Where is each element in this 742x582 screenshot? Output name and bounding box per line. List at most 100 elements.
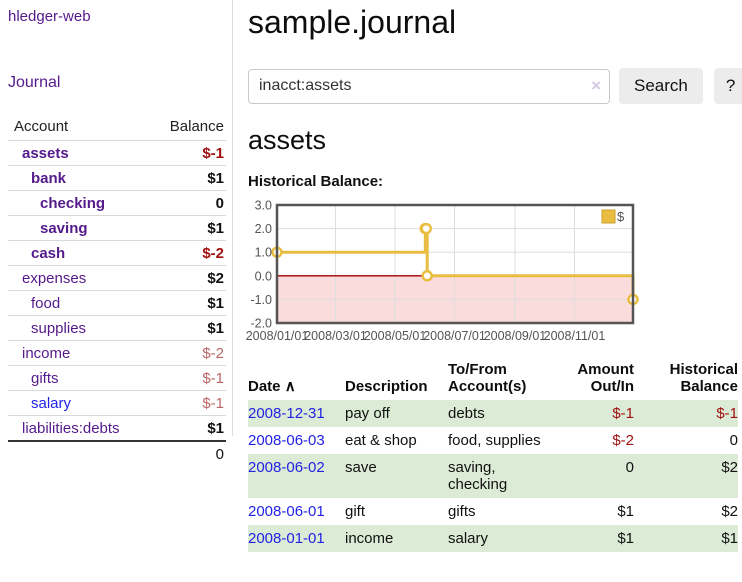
x-tick-label: 2008/01/01 [246, 329, 309, 343]
sidebar-account-link[interactable]: supplies [31, 319, 87, 337]
sidebar-account-link[interactable]: checking [40, 194, 106, 212]
sidebar-account-link[interactable]: assets [22, 144, 69, 162]
brand: hledger-web [8, 8, 228, 26]
transaction-balance: $2 [721, 459, 738, 476]
transaction-amount: $-2 [612, 432, 634, 449]
main-content: sample.journal × Search ? assets Histori… [233, 0, 742, 582]
y-tick-label: 0.0 [255, 269, 272, 283]
account-row: saving $1 [8, 215, 226, 241]
account-row: salary $-1 [8, 390, 226, 416]
search-input[interactable] [248, 68, 610, 104]
x-tick-label: 2008/03/01 [304, 329, 367, 343]
search-button[interactable]: Search [619, 68, 703, 104]
sort-ascending-icon: ∧ [284, 378, 296, 395]
sidebar-account-link[interactable]: bank [31, 169, 67, 187]
transaction-date-link[interactable]: 2008-06-03 [248, 432, 325, 449]
x-tick-label: 2008/07/01 [423, 329, 486, 343]
account-balance: $1 [207, 294, 224, 312]
y-tick-label: -1.0 [250, 293, 272, 307]
data-point-marker [420, 222, 432, 235]
register-header-row: Date ∧ Description To/From Account(s) Am… [248, 358, 738, 400]
transaction-amount: 0 [625, 459, 634, 476]
account-balance: $2 [207, 269, 224, 287]
transaction-description: save [345, 459, 377, 476]
account-row: bank $1 [8, 165, 226, 191]
account-balance: 0 [215, 194, 224, 212]
sidebar-account-link[interactable]: income [22, 344, 71, 362]
x-tick-label: 2008/09/01 [484, 329, 547, 343]
transaction-date-link[interactable]: 2008-12-31 [248, 405, 325, 422]
search-form: × Search ? [248, 68, 742, 104]
transaction-row: 2008-06-01 gift gifts $1 $2 [248, 498, 738, 525]
journal-link[interactable]: Journal [8, 74, 61, 91]
transaction-description: gift [345, 503, 366, 520]
account-balance: $-1 [202, 369, 224, 387]
account-row: gifts $-1 [8, 365, 226, 391]
transaction-amount: $1 [617, 503, 634, 520]
accounts-header-balance: Balance [169, 118, 224, 135]
sidebar-account-link[interactable]: gifts [31, 369, 59, 387]
accounts-total-row: 0 [8, 441, 226, 466]
account-title: assets [248, 125, 327, 155]
transaction-balance: $1 [721, 530, 738, 547]
transaction-row: 2008-06-03 eat & shop food, supplies $-2 0 [248, 427, 738, 454]
sidebar-account-link[interactable]: cash [31, 244, 66, 262]
transaction-accounts: food, supplies [448, 432, 541, 449]
historical-balance-chart: $3.0 2.0 1.0 0.0 -1.0 -2.02008/01/012008/03/0… [246, 199, 639, 343]
register-header-amount: Amount Out/In [577, 361, 634, 395]
nav-journal: Journal [8, 74, 228, 92]
account-balance: $1 [207, 319, 224, 337]
transaction-balance: $2 [721, 503, 738, 520]
sidebar-account-link[interactable]: food [31, 294, 61, 312]
search-help-button[interactable]: ? [713, 68, 742, 104]
transaction-balance: 0 [729, 432, 738, 449]
x-tick-label: 2008/05/01 [364, 329, 427, 343]
y-tick-label: -2.0 [250, 317, 272, 331]
register-table: Date ∧ Description To/From Account(s) Am… [248, 358, 738, 552]
data-point-marker [421, 270, 433, 282]
transaction-date-link[interactable]: 2008-01-01 [248, 530, 325, 547]
account-balance: $-2 [202, 344, 224, 362]
account-row: checking 0 [8, 190, 226, 216]
register-header-date[interactable]: Date ∧ [248, 378, 296, 395]
register-header-accounts: To/From Account(s) [448, 361, 527, 395]
account-row: liabilities:debts $1 [8, 415, 226, 442]
transaction-description: eat & shop [345, 432, 417, 449]
page-title: sample.journal [248, 4, 457, 40]
register-header-balance: Historical Balance [669, 361, 738, 395]
account-balance: $-2 [202, 244, 224, 262]
clear-search-icon[interactable]: × [591, 75, 601, 95]
transaction-date-link[interactable]: 2008-06-02 [248, 459, 325, 476]
transaction-accounts: salary [448, 530, 489, 547]
total-spacer [8, 441, 149, 466]
brand-link[interactable]: hledger-web [8, 8, 91, 25]
transaction-date-link[interactable]: 2008-06-01 [248, 503, 325, 520]
account-row: supplies $1 [8, 315, 226, 341]
sidebar-account-link[interactable]: expenses [22, 269, 87, 287]
accounts-total-value: 0 [215, 445, 224, 463]
sidebar: hledger-web Journal Account Balance asse… [0, 0, 233, 463]
account-balance: $1 [207, 419, 224, 437]
transaction-accounts: debts [448, 405, 485, 422]
chart-title: Historical Balance: [248, 173, 384, 190]
accounts-table: Account Balance assets $-1 bank $1 checking 0… [8, 115, 226, 466]
y-tick-label: 1.0 [255, 246, 272, 260]
account-row: food $1 [8, 290, 226, 316]
sidebar-account-link[interactable]: saving [40, 219, 88, 237]
account-row: income $-2 [8, 340, 226, 366]
sidebar-account-link[interactable]: liabilities:debts [22, 419, 120, 437]
y-tick-label: 3.0 [255, 199, 272, 213]
transaction-amount: $1 [617, 530, 634, 547]
account-balance: $1 [207, 169, 224, 187]
transaction-description: pay off [345, 405, 390, 422]
account-balance: $-1 [202, 394, 224, 412]
x-tick-label: 2008/11/01 [544, 329, 606, 343]
account-balance: $-1 [202, 144, 224, 162]
transaction-row: 2008-01-01 income salary $1 $1 [248, 525, 738, 552]
transaction-row: 2008-06-02 save saving, checking 0 $2 [248, 454, 738, 498]
accounts-header-row: Account Balance [8, 115, 226, 141]
account-row: expenses $2 [8, 265, 226, 291]
sidebar-account-link[interactable]: salary [31, 394, 72, 412]
transaction-amount: $-1 [612, 405, 634, 422]
transaction-balance: $-1 [716, 405, 738, 422]
